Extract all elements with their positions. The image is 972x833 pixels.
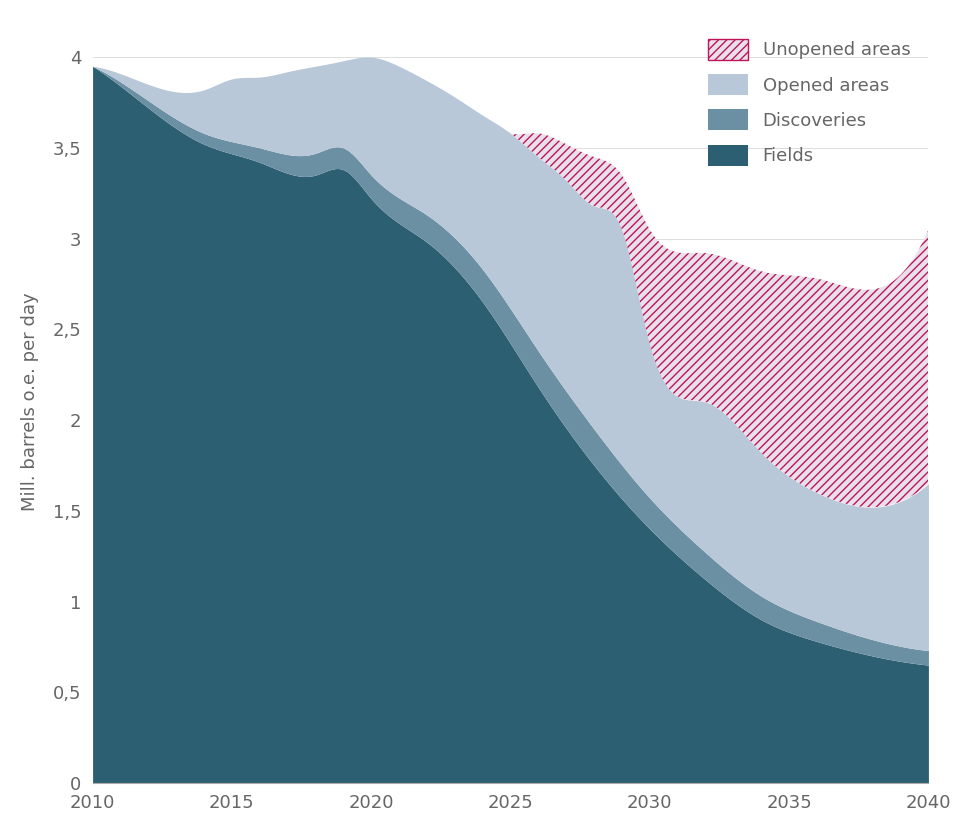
- Y-axis label: Mill. barrels o.e. per day: Mill. barrels o.e. per day: [20, 292, 39, 511]
- Legend: Unopened areas, Opened areas, Discoveries, Fields: Unopened areas, Opened areas, Discoverie…: [700, 30, 920, 175]
